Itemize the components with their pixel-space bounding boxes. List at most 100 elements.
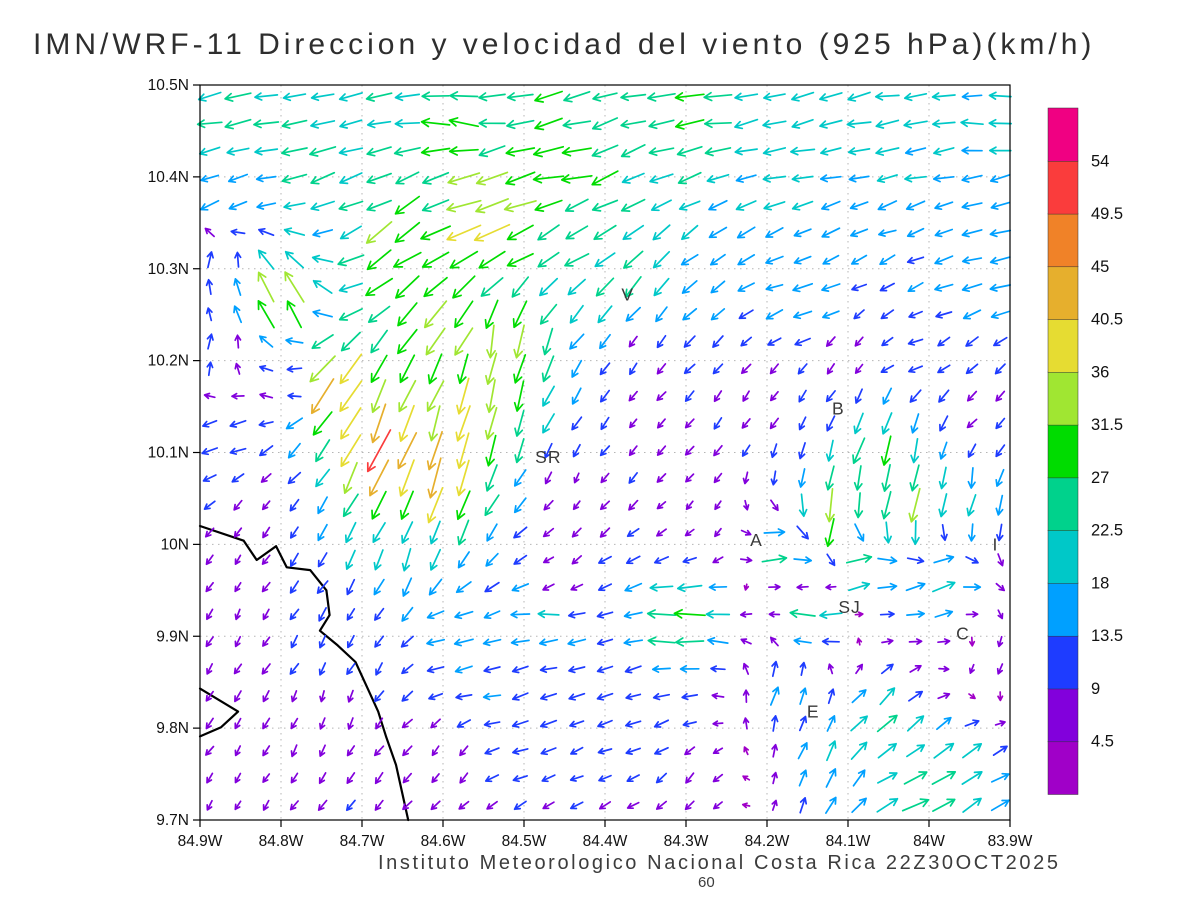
colorbar-segment [1047,529,1079,584]
wind-arrow [767,337,782,346]
wind-arrow [402,577,413,597]
wind-arrow [825,487,835,523]
city-label: SJ [838,597,860,617]
wind-arrow [903,771,928,785]
wind-arrow [397,328,418,355]
wind-arrow [394,221,421,243]
wind-arrow [825,465,835,491]
wind-arrow [647,92,676,102]
wind-arrow [572,500,581,511]
wind-arrow [505,147,536,157]
wind-arrow [907,338,924,346]
wind-arrow [683,363,696,375]
wind-arrow [908,310,923,319]
wind-arrow [338,147,364,156]
y-tick-label: 10.5N [148,77,189,94]
wind-arrow [646,609,677,619]
wind-arrow [370,403,387,444]
wind-arrow [769,417,780,430]
wind-arrow [735,200,757,211]
wind-arrow [373,690,385,703]
wind-arrow [933,742,955,759]
wind-arrow [734,118,759,130]
wind-arrow [311,254,334,263]
wind-arrow [372,522,386,543]
wind-arrow [992,745,1008,756]
wind-arrow [961,256,983,265]
wind-arrow [932,174,955,183]
wind-arrow [961,174,983,183]
wind-arrow [506,119,535,130]
axes-layer: 84.9W 84.8W 84.7W 84.6W 84.5W 84.4W 84.3W 84.2W… [148,77,1033,850]
wind-arrow [453,638,474,647]
wind-arrow [908,638,923,645]
wind-arrow [740,336,753,347]
wind-arrow [512,300,528,329]
wind-arrow [880,309,895,320]
wind-arrow [511,665,529,674]
wind-arrow [457,519,470,546]
wind-arrow [681,280,698,294]
wind-arrow [793,228,812,238]
wind-arrow [932,119,956,128]
wind-arrow [340,331,361,352]
wind-arrow [513,497,527,514]
wind-arrow [510,638,530,646]
wind-arrow [734,92,759,102]
wind-arrow [768,583,781,591]
wind-arrow [231,473,245,483]
wind-arrow [826,715,836,732]
wind-arrow [538,638,559,647]
wind-arrow [653,277,670,297]
wind-arrow [798,715,808,732]
wind-arrow [262,690,270,703]
wind-arrow [768,611,781,618]
wind-arrow [762,174,787,183]
wind-arrow [482,638,502,647]
wind-arrow [206,799,213,811]
wind-arrow [995,468,1005,487]
wind-arrow [623,638,644,647]
wind-arrow [318,634,327,649]
wind-arrow [205,690,214,702]
wind-arrow [708,199,728,211]
wind-arrow [339,353,363,385]
wind-arrow [939,441,948,460]
wind-arrow [710,308,726,321]
wind-arrow [826,415,836,432]
wind-arrow [740,529,752,536]
wind-arrow [996,635,1004,648]
wind-arrow [934,609,954,618]
wind-arrow [398,459,415,497]
wind-arrow [567,278,586,296]
wind-arrow [770,470,778,486]
wind-arrow [254,92,279,101]
wind-arrow [567,611,586,619]
y-tick-label: 9.9N [156,628,189,645]
wind-arrow [770,499,779,512]
wind-arrow [401,663,414,675]
wind-arrow [542,556,555,564]
wind-arrow [988,146,1012,155]
wind-arrow [287,392,302,400]
wind-arrow [903,119,928,129]
wind-arrow [931,771,957,785]
wind-arrow [684,800,695,811]
wind-arrow [505,171,536,186]
wind-arrow [742,662,750,675]
wind-arrow [315,468,331,488]
wind-arrow [534,199,563,212]
wind-arrow [540,747,557,756]
wind-arrow [882,387,893,405]
wind-arrow [429,548,442,571]
wind-arrow [827,663,834,675]
wind-arrow [484,774,500,783]
wind-arrow [995,390,1006,402]
wind-arrow [620,92,647,102]
wind-arrow [397,302,418,327]
wind-arrow [966,418,978,429]
wind-arrow [202,419,218,428]
wind-arrow [401,690,414,702]
coastline [198,687,240,738]
wind-arrow [542,413,555,434]
